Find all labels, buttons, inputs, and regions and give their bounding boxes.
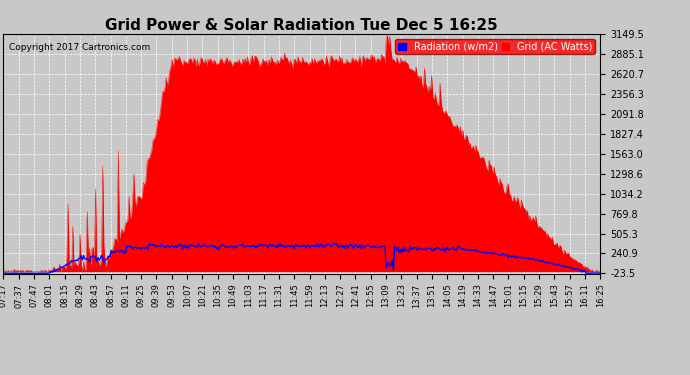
Title: Grid Power & Solar Radiation Tue Dec 5 16:25: Grid Power & Solar Radiation Tue Dec 5 1… — [106, 18, 498, 33]
Legend: Radiation (w/m2), Grid (AC Watts): Radiation (w/m2), Grid (AC Watts) — [395, 39, 595, 54]
Text: Copyright 2017 Cartronics.com: Copyright 2017 Cartronics.com — [10, 44, 150, 52]
